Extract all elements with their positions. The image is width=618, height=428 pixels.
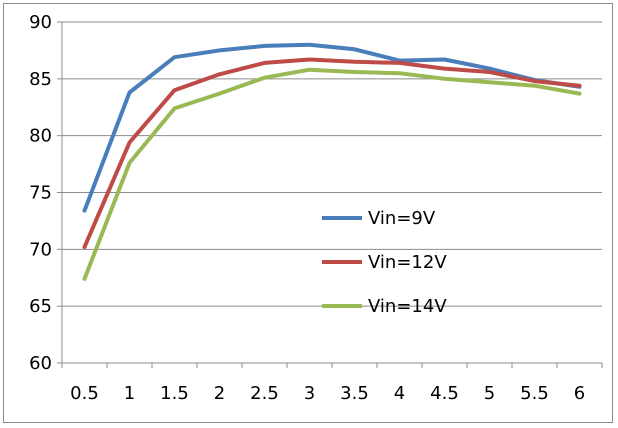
x-tick-label: 5.5 bbox=[520, 383, 549, 404]
x-tick-label: 1.5 bbox=[160, 383, 189, 404]
x-tick-label: 3 bbox=[304, 383, 315, 404]
y-tick-label: 90 bbox=[29, 12, 52, 33]
data-series bbox=[82, 42, 582, 281]
y-tick-label: 85 bbox=[29, 69, 52, 90]
x-tick-label: 4 bbox=[394, 383, 405, 404]
x-tick-label: 1 bbox=[124, 383, 135, 404]
x-tick-label: 3.5 bbox=[340, 383, 369, 404]
legend-label-1: Vin=9V bbox=[368, 208, 436, 229]
axes bbox=[57, 21, 603, 368]
series-line-2 bbox=[82, 57, 582, 250]
legend: Vin=9V Vin=12V Vin=14V bbox=[322, 208, 447, 317]
gridlines bbox=[62, 21, 602, 307]
y-tick-label: 70 bbox=[29, 239, 52, 260]
legend-label-3: Vin=14V bbox=[368, 296, 447, 317]
x-tick-label: 2.5 bbox=[250, 383, 279, 404]
x-tick-label: 6 bbox=[574, 383, 585, 404]
series-line-1 bbox=[82, 42, 582, 213]
y-tick-label: 75 bbox=[29, 183, 52, 204]
y-tick-labels: 60 65 70 75 80 85 90 bbox=[29, 12, 52, 374]
series-line-3 bbox=[82, 67, 582, 281]
y-tick-label: 60 bbox=[29, 353, 52, 374]
x-tick-label: 4.5 bbox=[430, 383, 459, 404]
legend-label-2: Vin=12V bbox=[368, 252, 447, 273]
x-tick-label: 0.5 bbox=[70, 383, 99, 404]
x-tick-label: 5 bbox=[484, 383, 495, 404]
x-tick-labels: 0.5 1 1.5 2 2.5 3 3.5 4 4.5 5 5.5 6 bbox=[70, 383, 585, 404]
y-tick-label: 65 bbox=[29, 296, 52, 317]
x-tick-label: 2 bbox=[214, 383, 225, 404]
y-tick-label: 80 bbox=[29, 126, 52, 147]
